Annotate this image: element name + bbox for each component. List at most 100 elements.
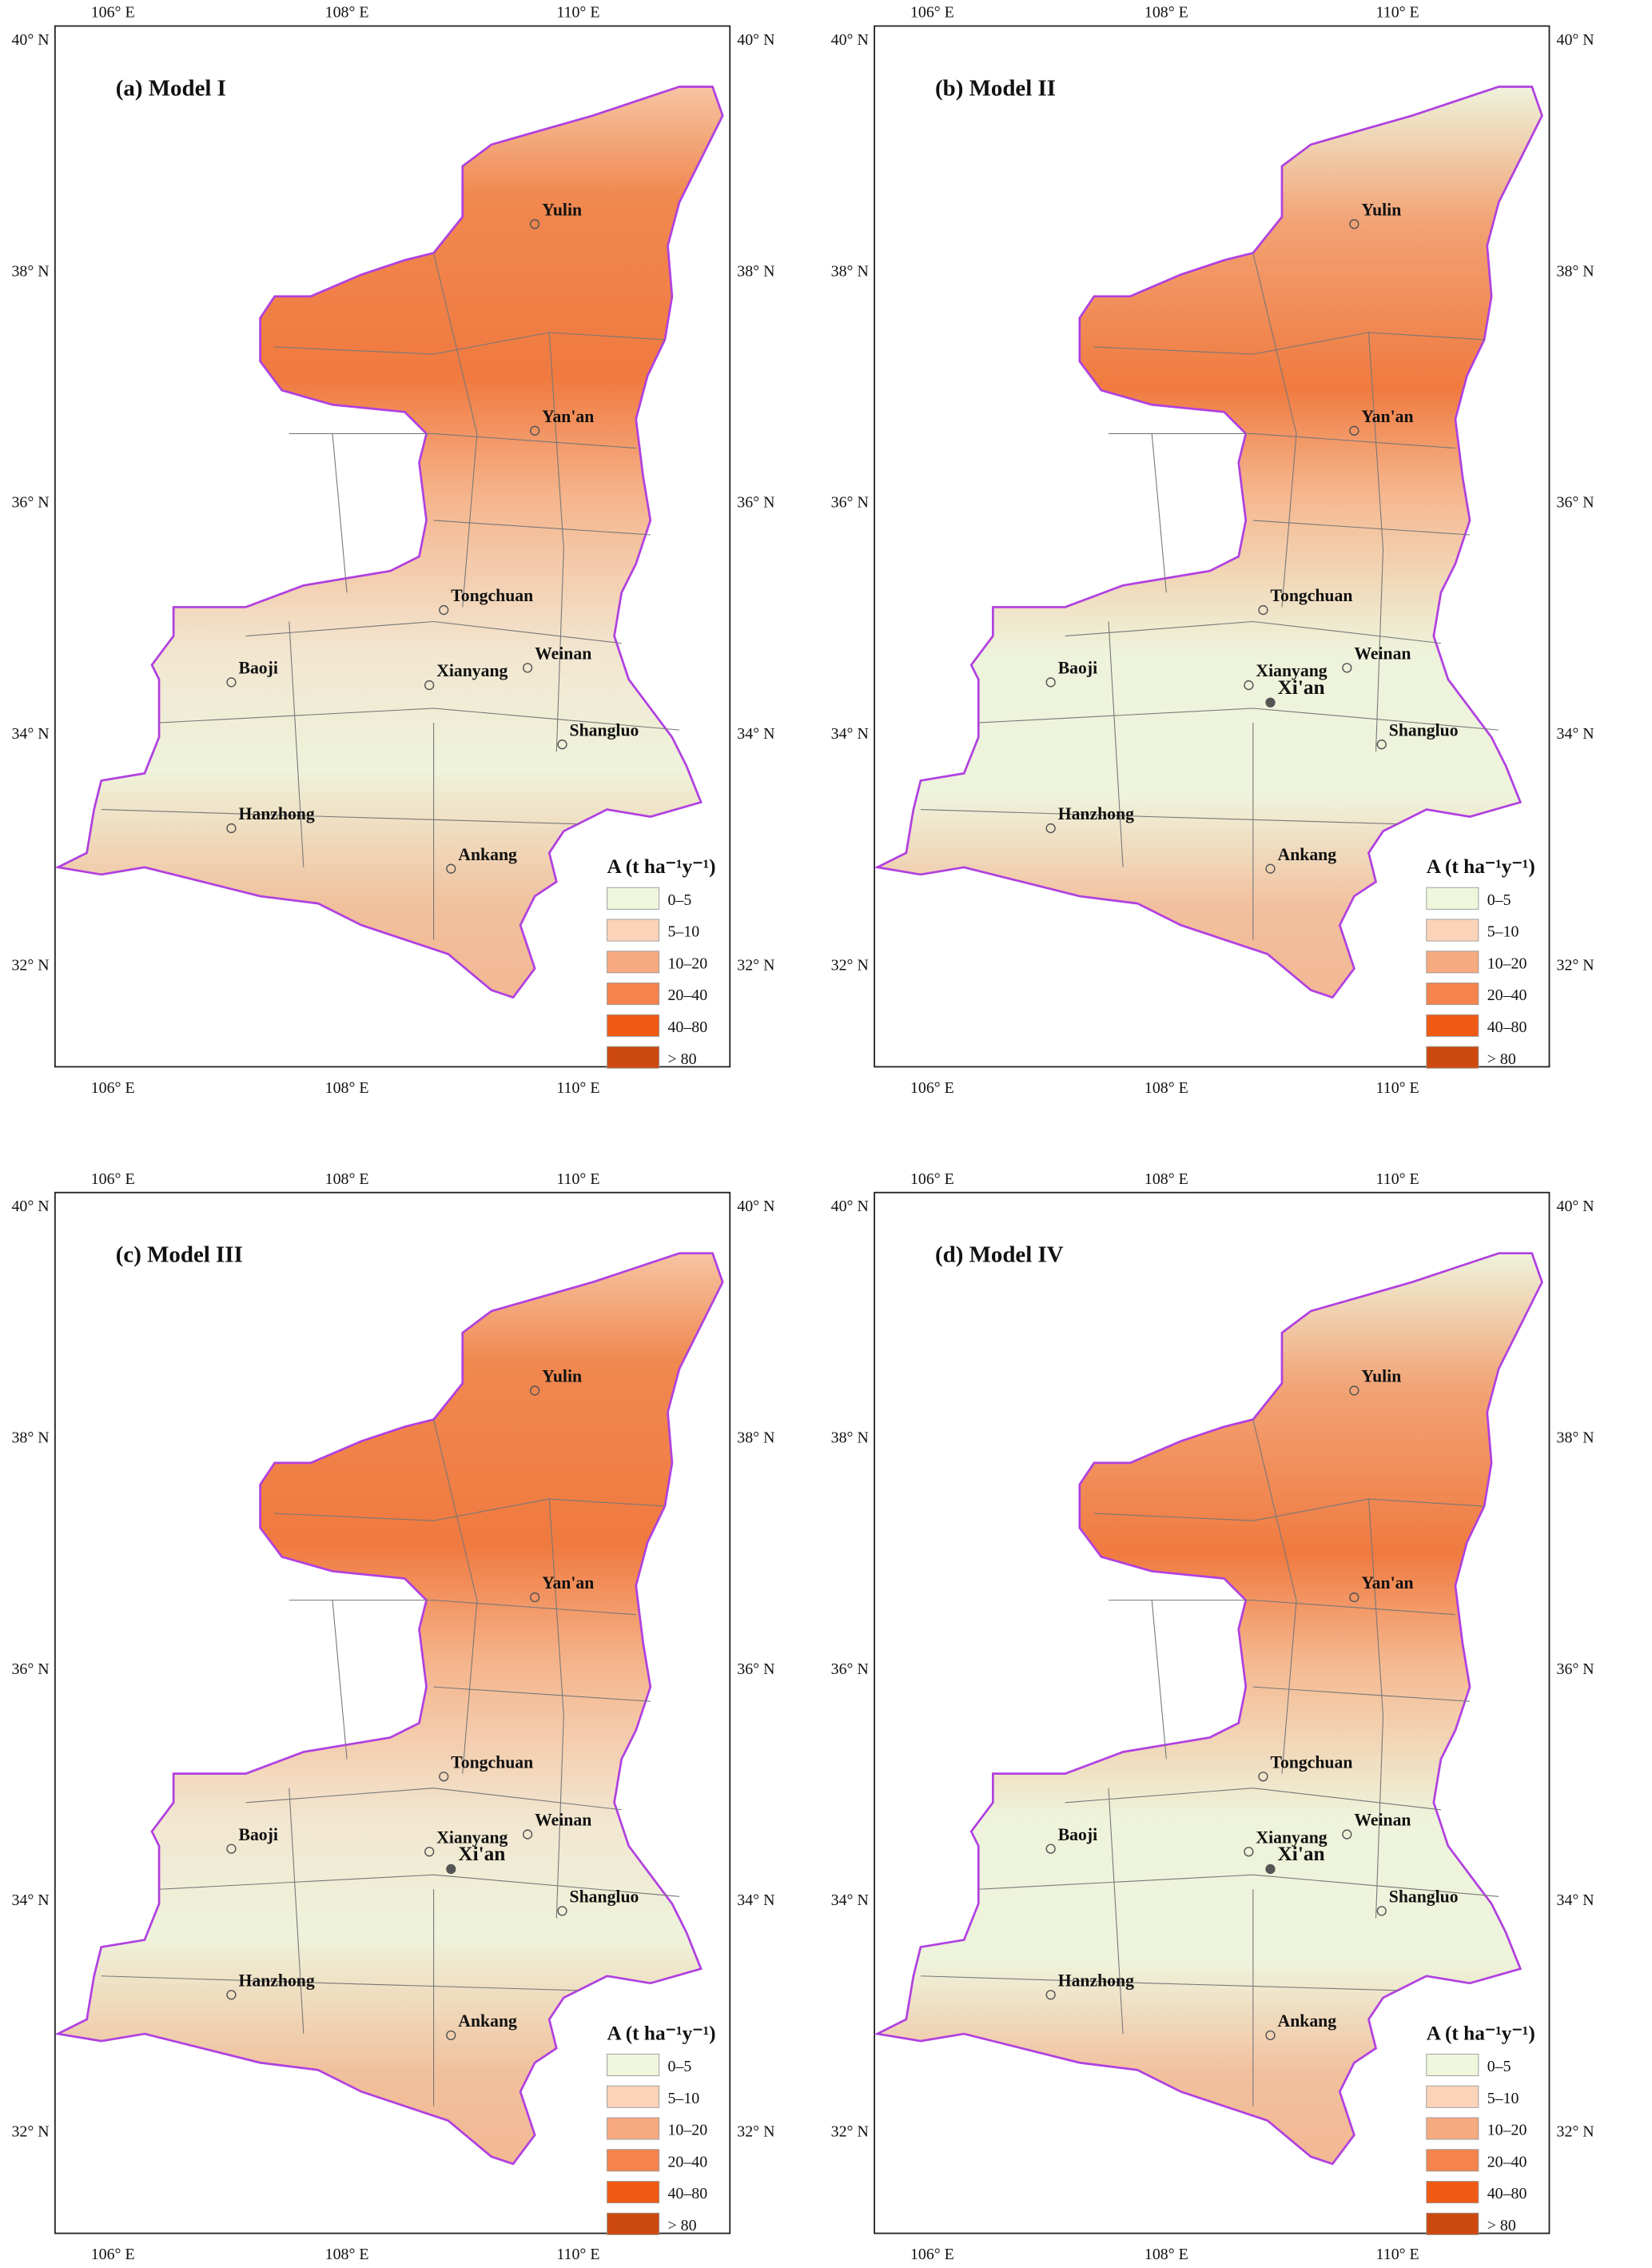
lat-label: 34° N [1557, 1891, 1594, 1909]
county-border [1093, 332, 1485, 355]
lat-label: 38° N [831, 262, 869, 280]
city-marker [424, 1847, 435, 1857]
legend-label: 10–20 [1487, 955, 1527, 972]
legend-label: 10–20 [668, 955, 708, 972]
city-label: Weinan [535, 644, 591, 664]
lat-label: 36° N [11, 494, 49, 512]
county-border [245, 1788, 622, 1811]
legend-swatch [607, 2212, 660, 2235]
legend-swatch [607, 2117, 660, 2140]
legend-title: A (t ha⁻¹y⁻¹) [1427, 2022, 1535, 2044]
lat-label: 32° N [1557, 956, 1594, 974]
lon-label: 106° E [91, 2246, 135, 2263]
legend-label: 20–40 [668, 987, 708, 1004]
lat-label: 36° N [1557, 1660, 1594, 1678]
city-label: Hanzhong [238, 804, 314, 823]
city-label: Shangluo [570, 1887, 639, 1907]
legend-swatch [607, 983, 660, 1006]
city-marker [522, 663, 533, 673]
lat-label: 32° N [11, 956, 49, 974]
county-border [245, 620, 622, 644]
legend-label: 5–10 [668, 923, 700, 941]
city-label: Xianyang [1256, 1828, 1327, 1847]
city-label: Tongchuan [1271, 1752, 1353, 1772]
lon-label: 110° E [556, 4, 599, 22]
city-marker [530, 219, 540, 229]
city-marker [226, 823, 237, 834]
legend-label: 40–80 [1487, 2185, 1527, 2202]
lat-label: 40° N [1557, 31, 1594, 49]
city-marker [446, 1863, 456, 1875]
lat-label: 34° N [831, 725, 869, 743]
city-marker [1258, 1772, 1268, 1782]
lon-label: 108° E [325, 2246, 369, 2263]
city-marker [1349, 1385, 1359, 1396]
legend-swatch [607, 1014, 660, 1037]
city-label: Yan'an [1361, 1573, 1413, 1592]
lat-label: 38° N [737, 1429, 774, 1447]
city-marker [446, 863, 456, 874]
city-marker [522, 1829, 533, 1840]
legend-swatch [1426, 887, 1479, 910]
city-label: Ankang [458, 845, 517, 864]
legend-swatch [1426, 1014, 1479, 1037]
legend-label: 40–80 [1487, 1018, 1527, 1036]
lon-label: 108° E [325, 1079, 369, 1097]
city-marker [1258, 604, 1268, 616]
lon-label: 106° E [91, 1170, 135, 1188]
county-border [548, 332, 564, 752]
city-marker [1376, 739, 1387, 750]
city-label: Yulin [542, 1367, 582, 1386]
lon-label: 108° E [1144, 4, 1188, 22]
lon-label: 110° E [556, 1079, 599, 1097]
lat-label: 38° N [11, 262, 49, 280]
city-label: Yan'an [542, 1573, 594, 1592]
legend-swatch [1426, 2181, 1479, 2204]
legend-label: 10–20 [668, 2122, 708, 2139]
lon-label: 108° E [1144, 2246, 1188, 2263]
legend-label: 0–5 [668, 891, 692, 909]
legend-title: A (t ha⁻¹y⁻¹) [607, 2022, 716, 2044]
lat-label: 38° N [1557, 262, 1594, 280]
lon-label: 108° E [325, 4, 369, 22]
legend-swatch [607, 951, 660, 974]
lon-label: 110° E [1376, 1170, 1419, 1188]
lat-label: 40° N [11, 1198, 49, 1215]
lon-label: 108° E [325, 1170, 369, 1188]
lon-label: 106° E [91, 4, 135, 22]
lon-label: 108° E [1144, 1079, 1188, 1097]
lat-label: 38° N [737, 262, 774, 280]
county-border [332, 433, 348, 593]
city-label: Baoji [1058, 1825, 1097, 1844]
lat-label: 32° N [1557, 2123, 1594, 2140]
county-border [978, 708, 1499, 731]
city-label: Ankang [1278, 2011, 1337, 2031]
legend-label: > 80 [1487, 1050, 1516, 1068]
city-marker [226, 677, 237, 688]
legend-label: 40–80 [668, 1018, 708, 1036]
county-border [920, 809, 1398, 825]
city-marker [1349, 1592, 1359, 1603]
lat-label: 36° N [831, 1660, 869, 1678]
city-label: Yan'an [1361, 407, 1413, 426]
county-border [548, 1499, 564, 1919]
city-label: Xianyang [436, 661, 508, 680]
legend-title: A (t ha⁻¹y⁻¹) [607, 855, 716, 878]
city-label: Tongchuan [1271, 586, 1353, 605]
city-label: Xianyang [436, 1828, 508, 1847]
legend-label: 20–40 [668, 2153, 708, 2170]
county-border [1367, 1499, 1384, 1919]
city-marker [1265, 2030, 1276, 2041]
legend-swatch [607, 1046, 660, 1069]
legend-title: A (t ha⁻¹y⁻¹) [1427, 855, 1535, 878]
lat-label: 40° N [11, 31, 49, 49]
county-border [1108, 1788, 1124, 2035]
city-marker [1244, 1847, 1254, 1857]
city-marker [1349, 425, 1359, 436]
legend-swatch [607, 919, 660, 942]
lat-label: 40° N [737, 31, 774, 49]
legend-swatch [1426, 983, 1479, 1006]
city-marker [1265, 1863, 1276, 1875]
city-marker [530, 1385, 540, 1396]
city-marker [226, 1843, 237, 1854]
